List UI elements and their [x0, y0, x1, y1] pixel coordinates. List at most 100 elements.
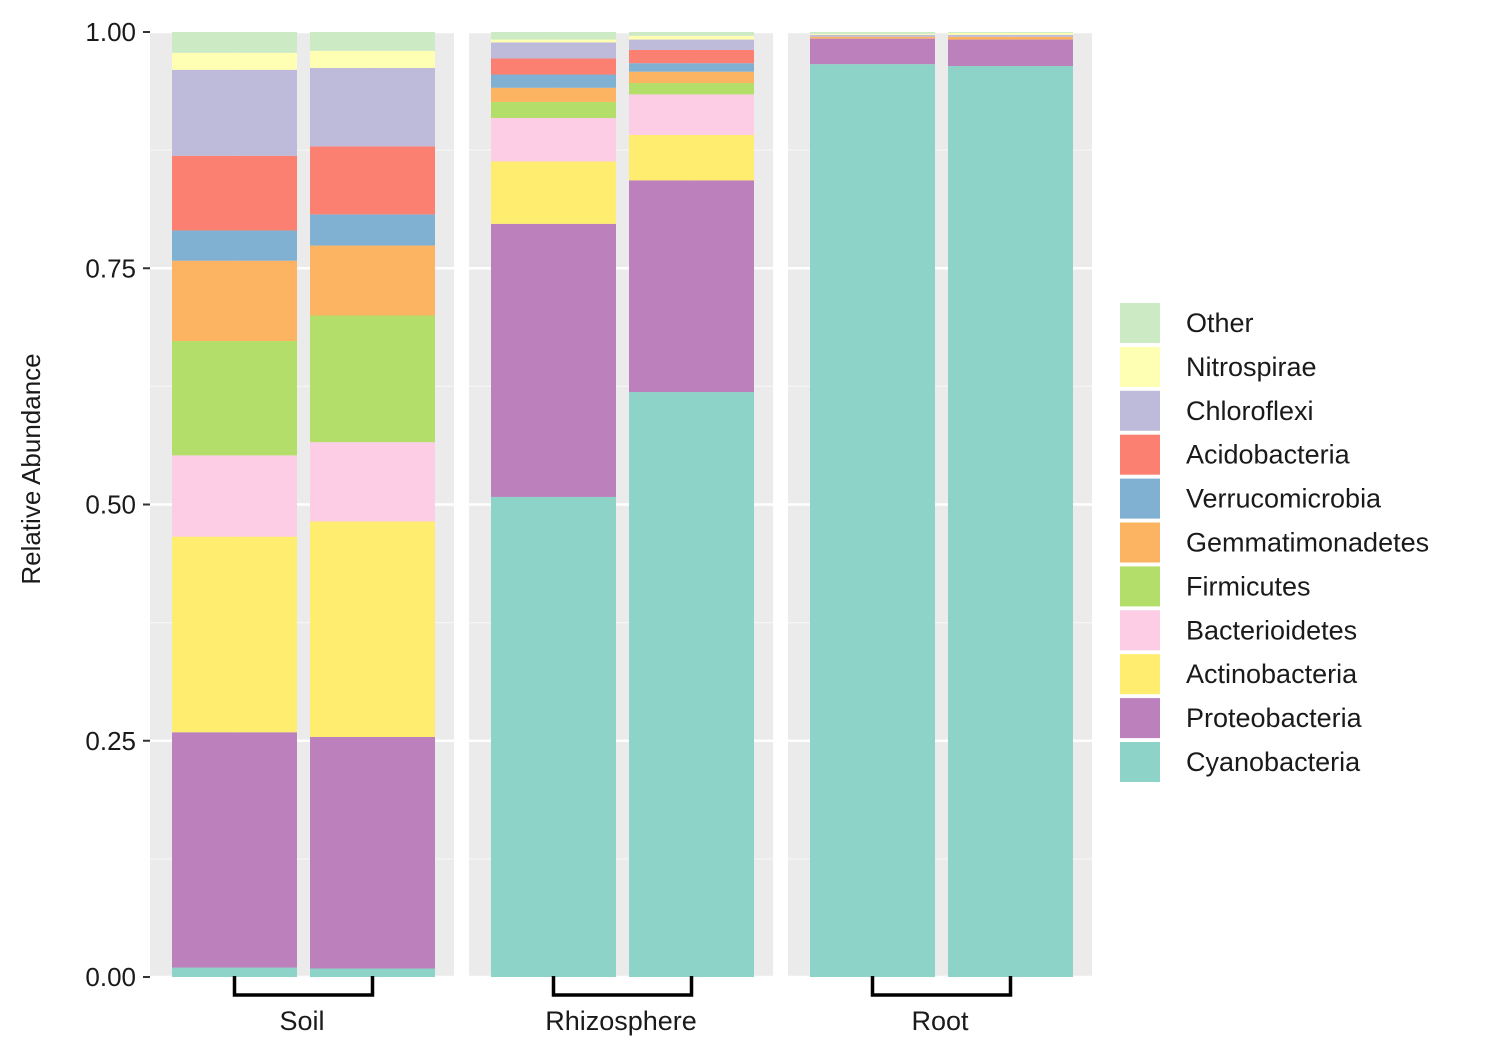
legend-key: [1120, 303, 1160, 343]
facet-bracket: [232, 976, 375, 997]
legend-key: [1120, 390, 1160, 431]
facet-panels: [150, 30, 1092, 979]
bar-segment-firmicutes: [629, 83, 754, 95]
bar-segment-nitrospirae: [310, 50, 435, 68]
facet-label-rhizosphere: Rhizosphere: [545, 1006, 697, 1036]
legend-label: Actinobacteria: [1186, 659, 1358, 689]
legend: Other Nitrospirae Chloroflexi Acidobacteria…: [1120, 303, 1429, 782]
bar-segment-bacterioidetes: [172, 455, 297, 537]
bar-segment-cyanobacteria: [310, 968, 435, 977]
legend-item-acidobacteria: Acidobacteria: [1120, 434, 1351, 475]
bar-segment-gemmatimonadetes: [310, 245, 435, 316]
legend-key: [1120, 742, 1160, 782]
bar-segment-proteobacteria: [172, 732, 297, 968]
bar-segment-nitrospirae: [491, 39, 616, 43]
bar-segment-bacterioidetes: [491, 117, 616, 162]
bar-segment-cyanobacteria: [172, 967, 297, 977]
bar-segment-gemmatimonadetes: [810, 36, 935, 39]
bar-segment-cyanobacteria: [810, 64, 935, 977]
bar-segment-proteobacteria: [629, 180, 754, 393]
legend-label: Proteobacteria: [1186, 703, 1363, 733]
legend-label: Cyanobacteria: [1186, 747, 1361, 777]
bar-root-1: [810, 32, 935, 977]
bar-segment-gemmatimonadetes: [629, 71, 754, 84]
bar-segment-nitrospirae: [172, 52, 297, 70]
facet-axis: Soil Rhizosphere Root: [232, 976, 1013, 1036]
legend-item-proteobacteria: Proteobacteria: [1120, 698, 1363, 739]
bar-segment-other: [629, 32, 754, 36]
bar-segment-other: [310, 32, 435, 51]
bar-segment-chloroflexi: [810, 34, 935, 37]
legend-key: [1120, 654, 1160, 695]
bar-segment-other: [948, 32, 1073, 33]
bar-segment-chloroflexi: [172, 69, 297, 156]
bar-segment-bacterioidetes: [310, 442, 435, 522]
bar-segment-firmicutes: [491, 101, 616, 118]
legend-item-bacterioidetes: Bacterioidetes: [1120, 610, 1357, 651]
facet-label-soil: Soil: [279, 1006, 324, 1036]
bar-segment-acidobacteria: [172, 155, 297, 231]
bar-segment-chloroflexi: [629, 39, 754, 50]
facet-bracket: [870, 976, 1013, 997]
legend-item-actinobacteria: Actinobacteria: [1120, 654, 1358, 695]
legend-key: [1120, 566, 1160, 607]
legend-key: [1120, 346, 1160, 387]
y-tick-label: 0.25: [85, 726, 136, 756]
bar-segment-other: [810, 32, 935, 34]
legend-key: [1120, 478, 1160, 519]
bar-segment-firmicutes: [172, 341, 297, 456]
legend-label: Chloroflexi: [1186, 396, 1314, 426]
bar-segment-cyanobacteria: [629, 392, 754, 977]
bar-segment-proteobacteria: [810, 38, 935, 65]
bar-segment-chloroflexi: [948, 34, 1073, 37]
bar-segment-acidobacteria: [491, 58, 616, 75]
bar-rhizosphere-2: [629, 32, 754, 977]
bar-segment-proteobacteria: [491, 223, 616, 497]
legend-item-chloroflexi: Chloroflexi: [1120, 390, 1314, 431]
bar-segment-verrucomicrobia: [172, 230, 297, 261]
bar-segment-proteobacteria: [948, 39, 1073, 67]
legend-key: [1120, 698, 1160, 739]
bar-rhizosphere-1: [491, 32, 616, 977]
bar-segment-other: [172, 32, 297, 53]
bar-segment-verrucomicrobia: [310, 214, 435, 246]
legend-item-nitrospirae: Nitrospirae: [1120, 346, 1317, 387]
legend-key: [1120, 434, 1160, 475]
legend-item-cyanobacteria: Cyanobacteria: [1120, 742, 1361, 782]
facet-panel-root: [788, 30, 1092, 979]
y-tick-label: 0.50: [85, 490, 136, 520]
legend-key: [1120, 522, 1160, 563]
bar-segment-verrucomicrobia: [491, 74, 616, 88]
legend-item-other: Other: [1120, 303, 1254, 343]
facet-panel-soil: [150, 30, 454, 979]
y-axis-title: Relative Abundance: [16, 353, 46, 584]
bar-segment-actinobacteria: [172, 536, 297, 733]
bar-segment-cyanobacteria: [491, 496, 616, 977]
legend-label: Verrucomicrobia: [1186, 484, 1382, 514]
bar-segment-actinobacteria: [491, 161, 616, 224]
bar-segment-actinobacteria: [310, 521, 435, 737]
facet-panel-rhizosphere: [469, 30, 773, 979]
bar-segment-acidobacteria: [629, 49, 754, 64]
legend-label: Firmicutes: [1186, 571, 1311, 601]
bar-segment-nitrospirae: [948, 32, 1073, 35]
legend-label: Other: [1186, 308, 1254, 338]
bar-segment-gemmatimonadetes: [491, 87, 616, 102]
y-tick-label: 1.00: [85, 17, 136, 47]
legend-label: Bacterioidetes: [1186, 615, 1357, 645]
legend-key: [1120, 610, 1160, 651]
legend-label: Gemmatimonadetes: [1186, 528, 1429, 558]
bar-segment-other: [491, 32, 616, 40]
bar-segment-chloroflexi: [310, 67, 435, 147]
bar-soil-1: [172, 32, 297, 977]
bar-root-2: [948, 32, 1073, 977]
legend-label: Acidobacteria: [1186, 440, 1351, 470]
bar-segment-gemmatimonadetes: [948, 36, 1073, 40]
facet-bracket: [551, 976, 694, 997]
y-tick-label: 0.00: [85, 962, 136, 992]
bar-segment-acidobacteria: [310, 146, 435, 215]
legend-label: Nitrospirae: [1186, 352, 1317, 382]
facet-label-root: Root: [911, 1006, 969, 1036]
bar-segment-proteobacteria: [310, 736, 435, 969]
